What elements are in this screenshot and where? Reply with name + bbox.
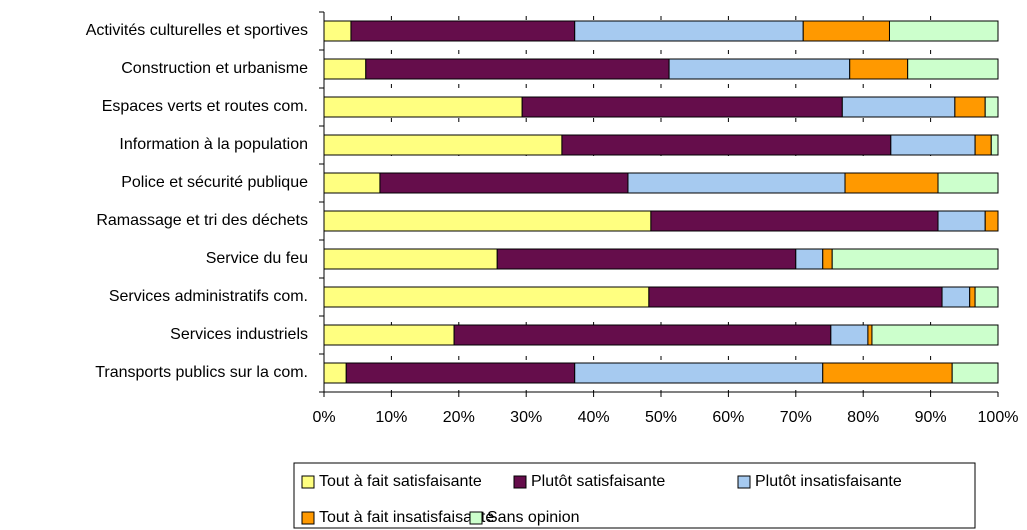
bar-segment	[379, 172, 629, 194]
bar-segment	[496, 248, 797, 270]
x-tick-label: 30%	[510, 409, 542, 426]
bar-segment	[937, 210, 986, 232]
bar-segment	[521, 96, 843, 118]
bar-segment	[648, 286, 943, 308]
x-tick-label: 40%	[578, 409, 610, 426]
y-tick-label: Espaces verts et routes com.	[102, 98, 308, 115]
bar-segment	[830, 324, 869, 346]
bar-segment	[574, 20, 804, 42]
bar-segment	[323, 134, 563, 156]
bar-segment	[951, 362, 999, 384]
bar-segment	[574, 362, 824, 384]
x-tick-label: 10%	[375, 409, 407, 426]
bar-segment	[907, 58, 999, 80]
legend-swatch	[513, 475, 527, 489]
y-tick-label: Activités culturelles et sportives	[86, 22, 308, 39]
bar-segment	[650, 210, 939, 232]
bar-segment	[802, 20, 890, 42]
y-tick-label: Services industriels	[170, 326, 308, 343]
legend-label: Tout à fait insatisfaisante	[319, 509, 494, 526]
bar-segment	[627, 172, 846, 194]
legend-label: Sans opinion	[487, 509, 580, 526]
bar-segment	[323, 210, 652, 232]
legend-swatch	[737, 475, 751, 489]
y-tick-label: Police et sécurité publique	[121, 174, 308, 191]
bar-segment	[844, 172, 939, 194]
bar-segment	[822, 362, 953, 384]
bar-segment	[822, 248, 833, 270]
y-tick-label: Ramassage et tri des déchets	[96, 212, 308, 229]
y-tick-label: Construction et urbanisme	[121, 60, 308, 77]
x-tick-label: 90%	[915, 409, 947, 426]
bar-segment	[323, 248, 498, 270]
bar-segment	[365, 58, 670, 80]
bar-segment	[795, 248, 824, 270]
bar-segment	[323, 96, 523, 118]
bar-segment	[890, 134, 976, 156]
bar-segment	[984, 210, 999, 232]
legend-swatch	[301, 511, 315, 525]
legend-box	[293, 462, 976, 529]
bar-segment	[937, 172, 999, 194]
bar-segment	[453, 324, 832, 346]
bar-segment	[871, 324, 999, 346]
y-tick-label: Service du feu	[206, 250, 308, 267]
legend-swatch	[469, 511, 483, 525]
bar-segment	[974, 286, 999, 308]
x-tick-label: 0%	[312, 409, 335, 426]
legend-label: Tout à fait satisfaisante	[319, 473, 482, 490]
bar-segment	[969, 286, 976, 308]
bar-segment	[867, 324, 873, 346]
bar-segment	[888, 20, 999, 42]
bar-segment	[954, 96, 986, 118]
bar-segment	[990, 134, 999, 156]
bar-segment	[323, 324, 455, 346]
bar-segment	[561, 134, 892, 156]
bar-segment	[668, 58, 851, 80]
bar-segment	[323, 58, 367, 80]
bar-segment	[323, 286, 650, 308]
bar-segment	[323, 172, 381, 194]
bar-segment	[841, 96, 956, 118]
x-tick-label: 70%	[780, 409, 812, 426]
bar-segment	[831, 248, 999, 270]
bar-segment	[323, 20, 352, 42]
legend-swatch	[301, 475, 315, 489]
y-tick-label: Transports publics sur la com.	[95, 364, 308, 381]
x-tick-label: 50%	[645, 409, 677, 426]
x-tick-label: 20%	[443, 409, 475, 426]
x-tick-label: 100%	[978, 409, 1019, 426]
x-tick-label: 80%	[847, 409, 879, 426]
legend-label: Plutôt satisfaisante	[531, 473, 665, 490]
bar-segment	[974, 134, 992, 156]
legend-label: Plutôt insatisfaisante	[755, 473, 902, 490]
y-tick-label: Services administratifs com.	[109, 288, 308, 305]
bar-segment	[350, 20, 576, 42]
y-tick-label: Information à la population	[119, 136, 308, 153]
bar-segment	[323, 362, 347, 384]
bar-segment	[345, 362, 576, 384]
bar-segment	[941, 286, 971, 308]
bar-segment	[849, 58, 909, 80]
x-tick-label: 60%	[712, 409, 744, 426]
bar-segment	[984, 96, 999, 118]
